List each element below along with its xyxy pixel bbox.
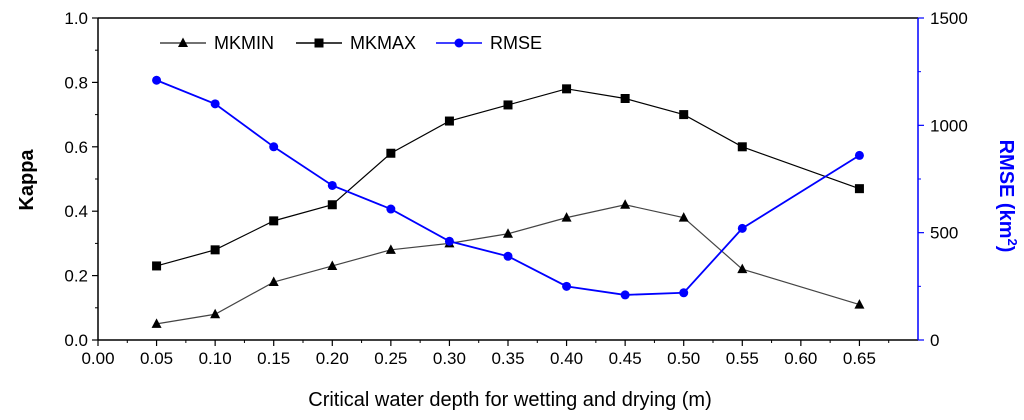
legend-swatch-marker bbox=[454, 38, 464, 48]
mkmin-point bbox=[327, 260, 338, 270]
mkmin-point bbox=[678, 212, 689, 222]
rmse-point bbox=[854, 150, 864, 160]
mkmax-point bbox=[269, 216, 279, 226]
right-y-tick-label: 1500 bbox=[930, 9, 968, 28]
series-rmse bbox=[152, 75, 864, 300]
x-tick-label: 0.30 bbox=[433, 349, 466, 368]
left-y-tick-label: 1.0 bbox=[64, 9, 88, 28]
left-y-tick-label: 0.8 bbox=[64, 73, 88, 92]
x-tick-label: 0.00 bbox=[81, 349, 114, 368]
rmse-point bbox=[503, 251, 513, 261]
left-y-tick-label: 0.6 bbox=[64, 138, 88, 157]
mkmin-point bbox=[620, 199, 631, 209]
x-axis-title: Critical water depth for wetting and dry… bbox=[308, 389, 712, 411]
mkmax-line bbox=[156, 88, 860, 267]
legend: MKMIN MKMAX RMSE bbox=[160, 33, 542, 53]
mkmin-line bbox=[156, 204, 860, 325]
right-y-tick-label: 0 bbox=[930, 331, 939, 350]
rmse-point bbox=[444, 236, 454, 246]
legend-swatch-marker bbox=[178, 37, 188, 47]
right-y-axis-title-end: ) bbox=[995, 246, 1017, 253]
x-tick-label: 0.55 bbox=[726, 349, 759, 368]
mkmax-point bbox=[854, 184, 864, 194]
rmse-point bbox=[327, 180, 337, 190]
right-y-tick-label: 1000 bbox=[930, 116, 968, 135]
rmse-point bbox=[152, 75, 162, 85]
left-y-tick-label: 0.4 bbox=[64, 202, 88, 221]
series-layer bbox=[151, 75, 865, 328]
mkmax-point bbox=[444, 116, 454, 126]
legend-swatch-marker bbox=[314, 38, 324, 48]
legend-label: MKMIN bbox=[214, 33, 274, 53]
left-y-tick-label: 0.2 bbox=[64, 267, 88, 286]
legend-item-mkmin: MKMIN bbox=[160, 33, 274, 53]
axes: 0.00 0.05 0.10 0.15 0.20 0.25 0.30 0.35 0.40 0.45… bbox=[64, 9, 967, 368]
mkmin-point bbox=[210, 308, 221, 319]
left-y-tick-label: 0.0 bbox=[64, 331, 88, 350]
x-tick-label: 0.45 bbox=[609, 349, 642, 368]
mkmin-point bbox=[737, 263, 748, 274]
rmse-point bbox=[210, 99, 220, 109]
rmse-point bbox=[562, 281, 572, 291]
x-tick-label: 0.05 bbox=[140, 349, 173, 368]
mkmax-point bbox=[210, 245, 220, 255]
mkmax-point bbox=[620, 94, 630, 103]
rmse-point bbox=[620, 290, 630, 300]
mkmin-point bbox=[503, 228, 513, 238]
legend-item-mkmax: MKMAX bbox=[296, 33, 416, 53]
mkmax-point bbox=[386, 148, 396, 158]
rmse-point bbox=[386, 204, 396, 214]
mkmin-point bbox=[385, 244, 396, 254]
mkmax-point bbox=[327, 200, 337, 210]
right-y-axis-title-base: RMSE (km bbox=[995, 140, 1017, 239]
x-tick-label: 0.35 bbox=[491, 349, 524, 368]
x-tick-label: 0.25 bbox=[374, 349, 407, 368]
legend-item-rmse: RMSE bbox=[436, 33, 542, 53]
right-y-axis-title: RMSE (km2) bbox=[995, 140, 1020, 253]
rmse-point bbox=[269, 142, 279, 152]
mkmax-point bbox=[152, 261, 162, 271]
x-tick-label: 0.15 bbox=[257, 349, 290, 368]
mkmin-point bbox=[268, 276, 279, 287]
legend-label: MKMAX bbox=[350, 33, 416, 53]
mkmin-point bbox=[561, 212, 572, 222]
rmse-line bbox=[156, 79, 860, 296]
series-mkmax bbox=[152, 84, 864, 271]
x-tick-label: 0.40 bbox=[550, 349, 583, 368]
mkmin-point bbox=[854, 299, 865, 309]
rmse-point bbox=[737, 223, 747, 233]
mkmax-point bbox=[503, 100, 513, 110]
x-tick-label: 0.20 bbox=[316, 349, 349, 368]
x-tick-label: 0.50 bbox=[667, 349, 700, 368]
right-y-axis-title-superscript: 2 bbox=[1005, 239, 1020, 246]
x-tick-label: 0.60 bbox=[784, 349, 817, 368]
x-tick-label: 0.10 bbox=[199, 349, 232, 368]
left-y-axis-title: Kappa bbox=[16, 149, 38, 211]
mkmax-point bbox=[562, 84, 572, 94]
mkmax-point bbox=[679, 110, 689, 120]
mkmin-point bbox=[151, 318, 162, 328]
x-tick-label: 0.65 bbox=[843, 349, 876, 368]
legend-label: RMSE bbox=[490, 33, 542, 53]
rmse-point bbox=[679, 288, 689, 298]
mkmax-point bbox=[737, 142, 747, 152]
right-y-tick-label: 500 bbox=[930, 224, 958, 243]
